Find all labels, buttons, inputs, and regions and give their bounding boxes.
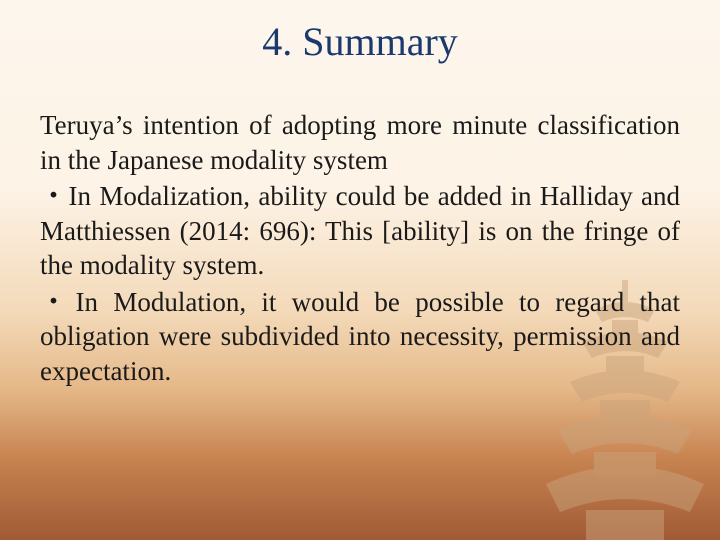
paragraph-modalization-text: In Modalization, ability could be added … [40, 181, 680, 280]
paragraph-modalization: ・In Modalization, ability could be added… [40, 179, 680, 283]
slide: 4. Summary Teruya’s intention of adoptin… [0, 0, 720, 540]
bullet-icon: ・ [40, 181, 69, 211]
paragraph-intro: Teruya’s intention of adopting more minu… [40, 108, 680, 177]
bullet-icon: ・ [40, 287, 76, 317]
paragraph-modulation: ・In Modulation, it would be possible to … [40, 285, 680, 389]
slide-body: Teruya’s intention of adopting more minu… [40, 108, 680, 390]
slide-title: 4. Summary [0, 18, 720, 65]
paragraph-modulation-text: In Modulation, it would be possible to r… [40, 287, 680, 386]
